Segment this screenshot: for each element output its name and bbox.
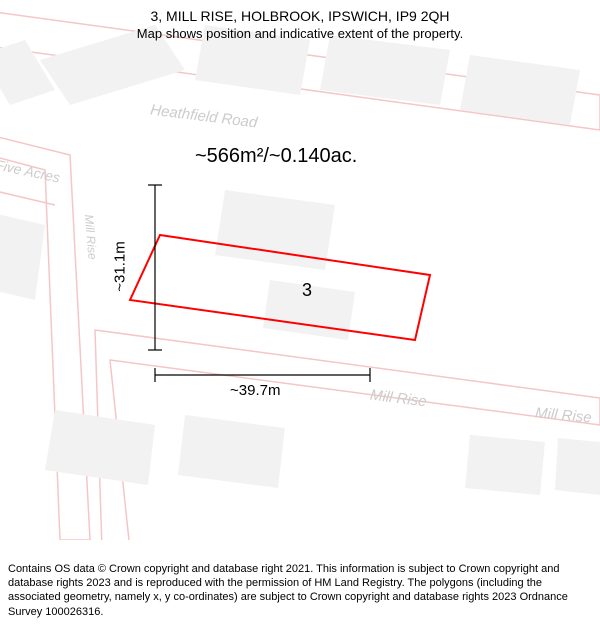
- map-svg: [0, 0, 600, 540]
- map-viewport: Heathfield Road Five Acres Mill Rise Mil…: [0, 0, 600, 540]
- buildings-layer: [0, 25, 600, 495]
- page-title: 3, MILL RISE, HOLBROOK, IPSWICH, IP9 2QH: [0, 8, 600, 24]
- page-subtitle: Map shows position and indicative extent…: [0, 26, 600, 41]
- dim-width-label: ~39.7m: [230, 382, 280, 399]
- copyright-footer: Contains OS data © Crown copyright and d…: [8, 562, 592, 619]
- area-label: ~566m²/~0.140ac.: [195, 145, 357, 168]
- plot-number: 3: [302, 280, 312, 301]
- dim-height-label: ~31.1m: [112, 241, 129, 291]
